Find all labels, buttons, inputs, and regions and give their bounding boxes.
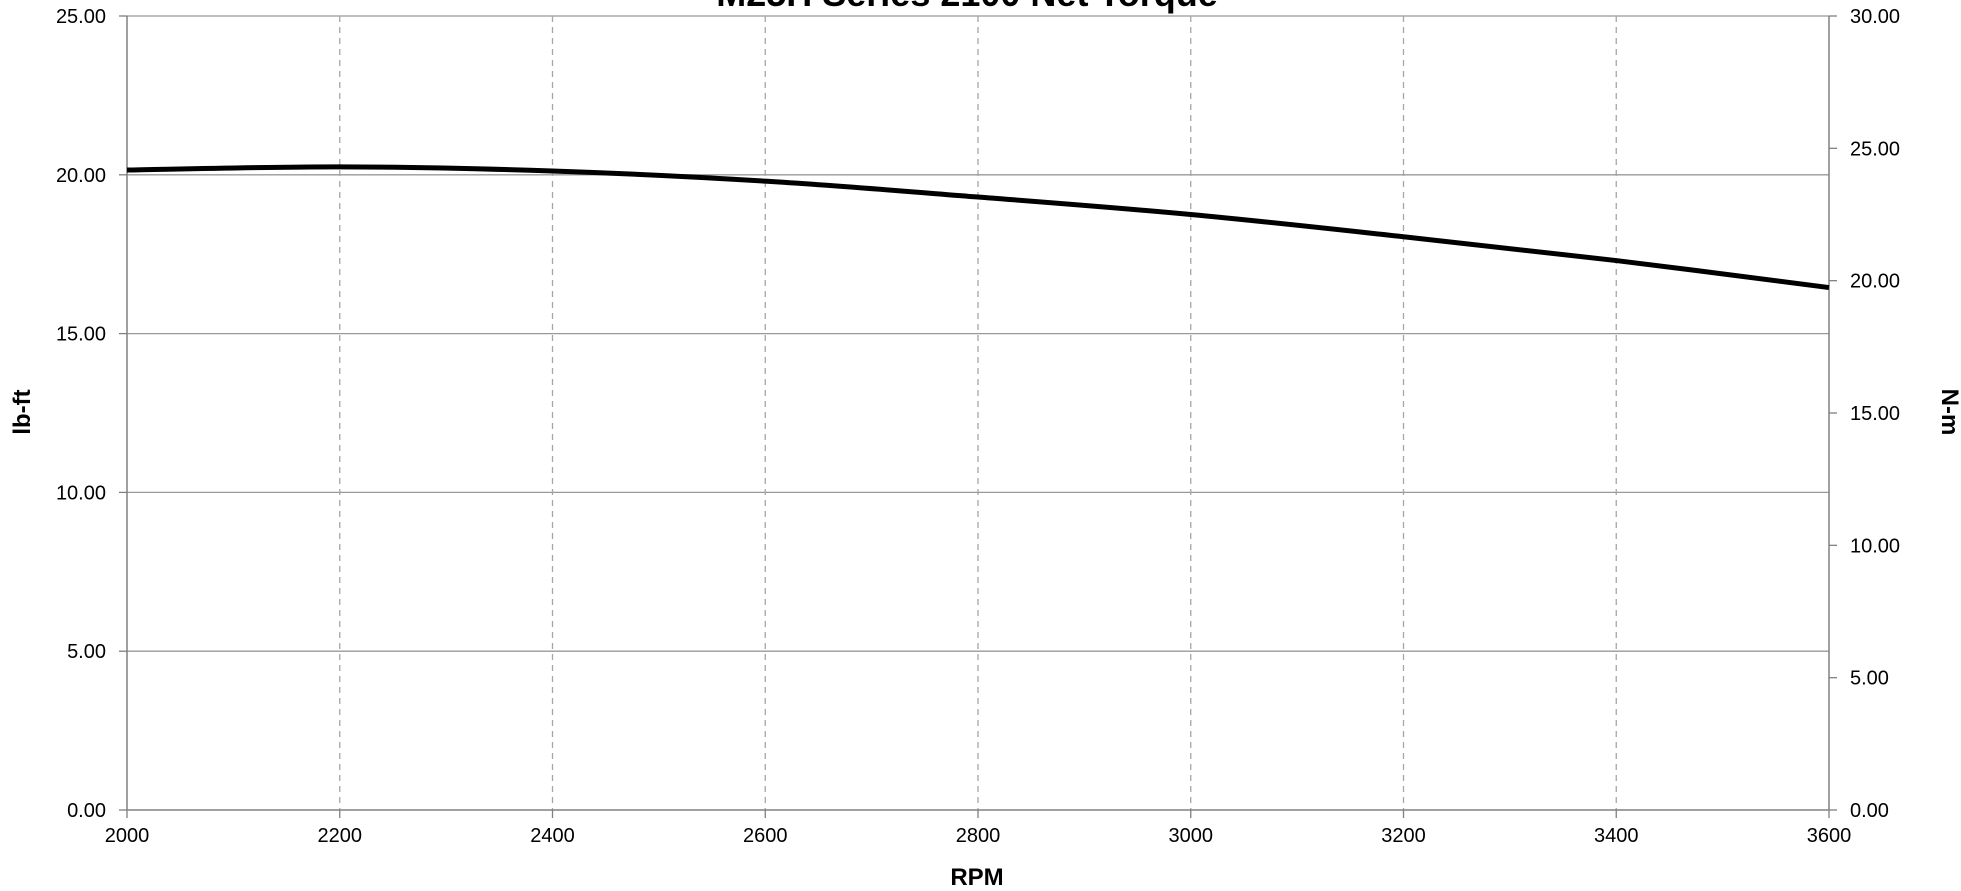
chart-title: M25H Series 2100 Net Torque bbox=[716, 0, 1218, 14]
x-tick-label: 3600 bbox=[1807, 825, 1852, 847]
series-layer bbox=[126, 164, 1830, 291]
y-tick-label-right: 30.00 bbox=[1850, 6, 1900, 28]
y-tick-label-right: 20.00 bbox=[1850, 271, 1900, 293]
x-tick-label: 3200 bbox=[1381, 825, 1426, 847]
axes-layer bbox=[119, 15, 1837, 818]
x-tick-label: 3400 bbox=[1594, 825, 1639, 847]
y-tick-label-right: 5.00 bbox=[1850, 668, 1889, 690]
x-tick-label: 2000 bbox=[105, 825, 150, 847]
y-tick-label-right: 15.00 bbox=[1850, 403, 1900, 425]
grid-layer bbox=[127, 15, 1829, 810]
x-axis-title: RPM bbox=[950, 864, 1003, 891]
y-tick-label-right: 25.00 bbox=[1850, 138, 1900, 160]
torque-series-line bbox=[126, 164, 1830, 291]
y-axis-title-left: lb-ft bbox=[9, 389, 36, 434]
x-tick-label: 2600 bbox=[743, 825, 788, 847]
y-tick-label-left: 10.00 bbox=[56, 482, 106, 504]
y-tick-label-right: 10.00 bbox=[1850, 535, 1900, 557]
y-tick-label-left: 20.00 bbox=[56, 165, 106, 187]
x-tick-label: 2400 bbox=[530, 825, 575, 847]
x-tick-label: 3000 bbox=[1169, 825, 1214, 847]
y-tick-label-right: 0.00 bbox=[1850, 800, 1889, 822]
y-axis-title-right: N-m bbox=[1936, 389, 1961, 436]
y-tick-label-left: 0.00 bbox=[67, 800, 106, 822]
y-tick-label-left: 15.00 bbox=[56, 324, 106, 346]
x-tick-label: 2800 bbox=[956, 825, 1001, 847]
y-tick-label-left: 25.00 bbox=[56, 6, 106, 28]
labels-layer: 0.00 5.00 10.00 15.00 20.00 25.00 2000 2200 2400… bbox=[56, 6, 1900, 847]
x-tick-label: 2200 bbox=[318, 825, 363, 847]
y-tick-label-left: 5.00 bbox=[67, 641, 106, 663]
